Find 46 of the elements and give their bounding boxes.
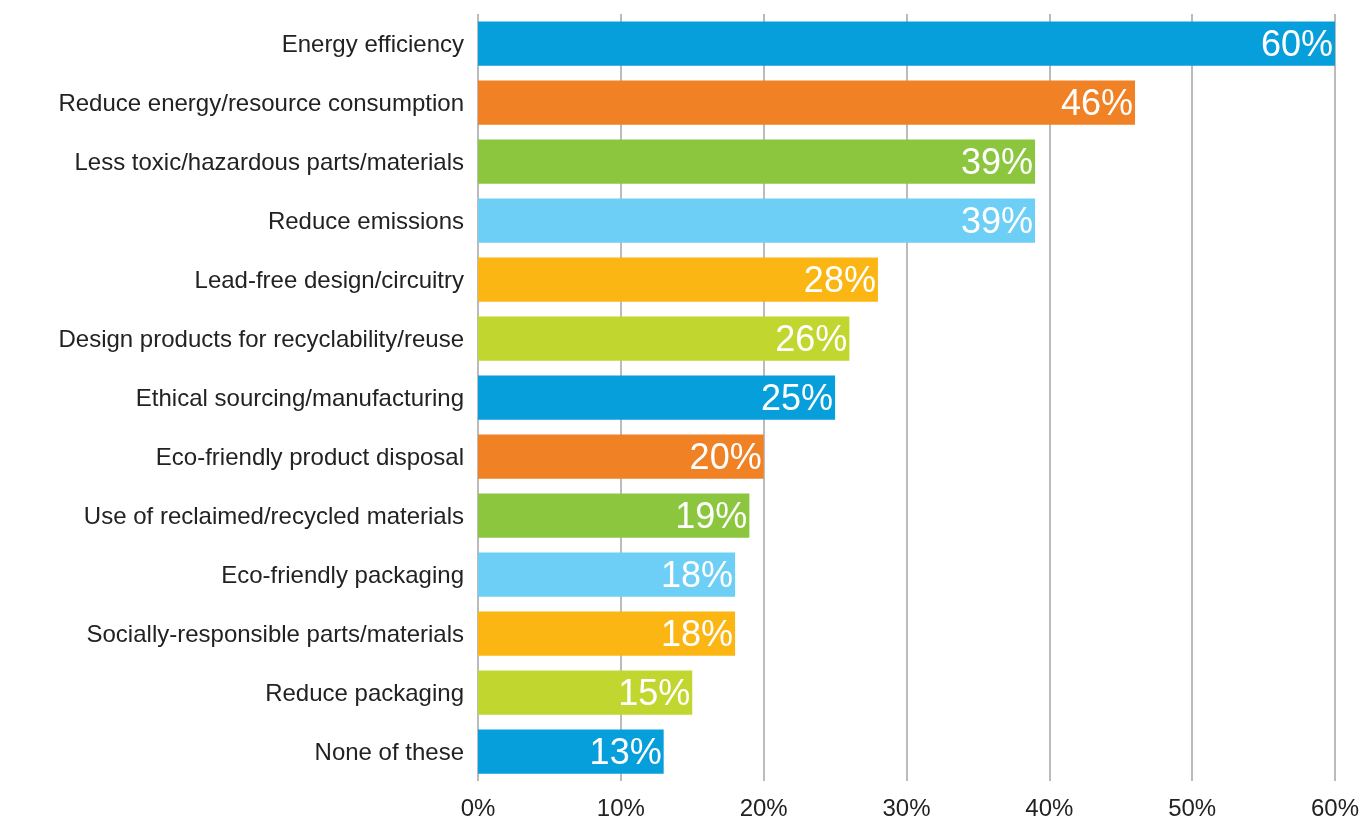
y-tick-label: Lead-free design/circuitry	[194, 266, 464, 293]
bar	[478, 552, 736, 597]
y-tick-label: Reduce emissions	[267, 207, 464, 234]
data-label: 28%	[803, 259, 876, 300]
bar	[478, 375, 836, 420]
y-tick-label: Eco-friendly product disposal	[155, 443, 464, 470]
data-label: 18%	[661, 613, 734, 654]
y-tick-label: Reduce packaging	[265, 679, 464, 706]
data-label: 18%	[661, 554, 734, 595]
data-label: 25%	[761, 377, 834, 418]
data-label: 46%	[1060, 82, 1134, 123]
y-tick-label: Eco-friendly packaging	[221, 561, 464, 588]
y-tick-label: Use of reclaimed/recycled materials	[83, 502, 464, 529]
x-tick-label: 20%	[739, 793, 788, 821]
data-label: 26%	[775, 318, 848, 359]
data-label: 19%	[675, 495, 748, 536]
data-label: 39%	[960, 141, 1034, 182]
bar	[478, 729, 664, 774]
x-tick-label: 10%	[596, 793, 645, 821]
x-tick-label: 30%	[882, 793, 931, 821]
data-label: 20%	[689, 436, 762, 477]
y-tick-label: None of these	[314, 738, 464, 765]
bar	[478, 198, 1036, 243]
y-tick-label: Socially-responsible parts/materials	[86, 620, 464, 647]
bar	[478, 670, 693, 715]
data-label: 15%	[618, 672, 691, 713]
bar	[478, 611, 736, 656]
data-label: 13%	[589, 731, 662, 772]
y-tick-label: Reduce energy/resource consumption	[58, 89, 464, 116]
bar	[478, 434, 764, 479]
y-tick-label: Ethical sourcing/manufacturing	[135, 384, 464, 411]
bar	[478, 139, 1036, 184]
bar	[478, 21, 1335, 66]
bar	[478, 316, 850, 361]
bar	[478, 493, 750, 538]
data-label: 60%	[1260, 23, 1333, 64]
bar	[478, 257, 878, 302]
x-tick-label: 60%	[1310, 793, 1360, 821]
x-tick-label: 50%	[1168, 793, 1217, 821]
y-tick-label: Design products for recyclability/reuse	[58, 325, 464, 352]
y-tick-label: Energy efficiency	[281, 30, 464, 57]
data-label: 39%	[960, 200, 1034, 241]
x-tick-label: 40%	[1025, 793, 1074, 821]
x-tick-label: 0%	[460, 793, 496, 821]
bar	[478, 80, 1136, 125]
y-tick-label: Less toxic/hazardous parts/materials	[74, 148, 464, 175]
